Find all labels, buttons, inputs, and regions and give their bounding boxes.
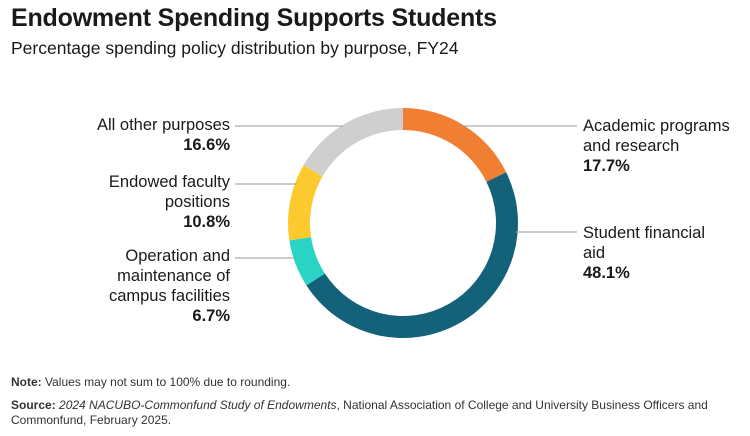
- chart-subtitle: Percentage spending policy distribution …: [11, 38, 459, 58]
- chart-note: Note: Values may not sum to 100% due to …: [11, 375, 290, 389]
- source-text: , National Association of College and Un…: [11, 398, 708, 427]
- slice-name-line: Endowed faculty: [108, 173, 230, 191]
- slice-financial-aid: [306, 172, 519, 339]
- slice-name-line: aid: [583, 244, 606, 262]
- slice-label-financial-aid: Student financial aid 48.1%: [583, 223, 705, 283]
- chart-source: Source: 2024 NACUBO-Commonfund Study of …: [11, 398, 731, 428]
- slice-name-line: positions: [164, 193, 230, 211]
- slice-value: 48.1%: [583, 264, 630, 282]
- slice-faculty: [288, 165, 323, 241]
- note-text: Values may not sum to 100% due to roundi…: [45, 375, 291, 389]
- slice-academic: [403, 108, 507, 182]
- slice-name-line: and research: [583, 137, 680, 155]
- slice-label-faculty: Endowed faculty positions 10.8%: [109, 172, 230, 232]
- slice-name-line: Academic programs: [583, 117, 730, 135]
- slice-value: 16.6%: [183, 136, 230, 154]
- slice-label-other: All other purposes 16.6%: [97, 115, 230, 155]
- slice-name-line: maintenance of: [117, 267, 230, 285]
- donut-chart: [235, 108, 577, 339]
- slice-other: [303, 108, 403, 177]
- slice-name-line: Student financial: [583, 224, 706, 242]
- slice-value: 17.7%: [583, 157, 630, 175]
- source-title: 2024 NACUBO-Commonfund Study of Endowmen…: [59, 398, 337, 412]
- chart-title: Endowment Spending Supports Students: [11, 4, 497, 32]
- slice-value: 6.7%: [192, 307, 230, 325]
- slice-name-line: All other purposes: [97, 116, 230, 134]
- slice-value: 10.8%: [183, 213, 230, 231]
- note-label: Note:: [11, 375, 42, 389]
- source-label: Source:: [11, 398, 56, 412]
- slice-facilities: [289, 237, 325, 286]
- slice-label-academic: Academic programs and research 17.7%: [583, 116, 730, 176]
- slice-name-line: Operation and: [125, 247, 230, 265]
- slice-label-facilities: Operation and maintenance of campus faci…: [109, 246, 230, 326]
- slice-name-line: campus facilities: [108, 287, 230, 305]
